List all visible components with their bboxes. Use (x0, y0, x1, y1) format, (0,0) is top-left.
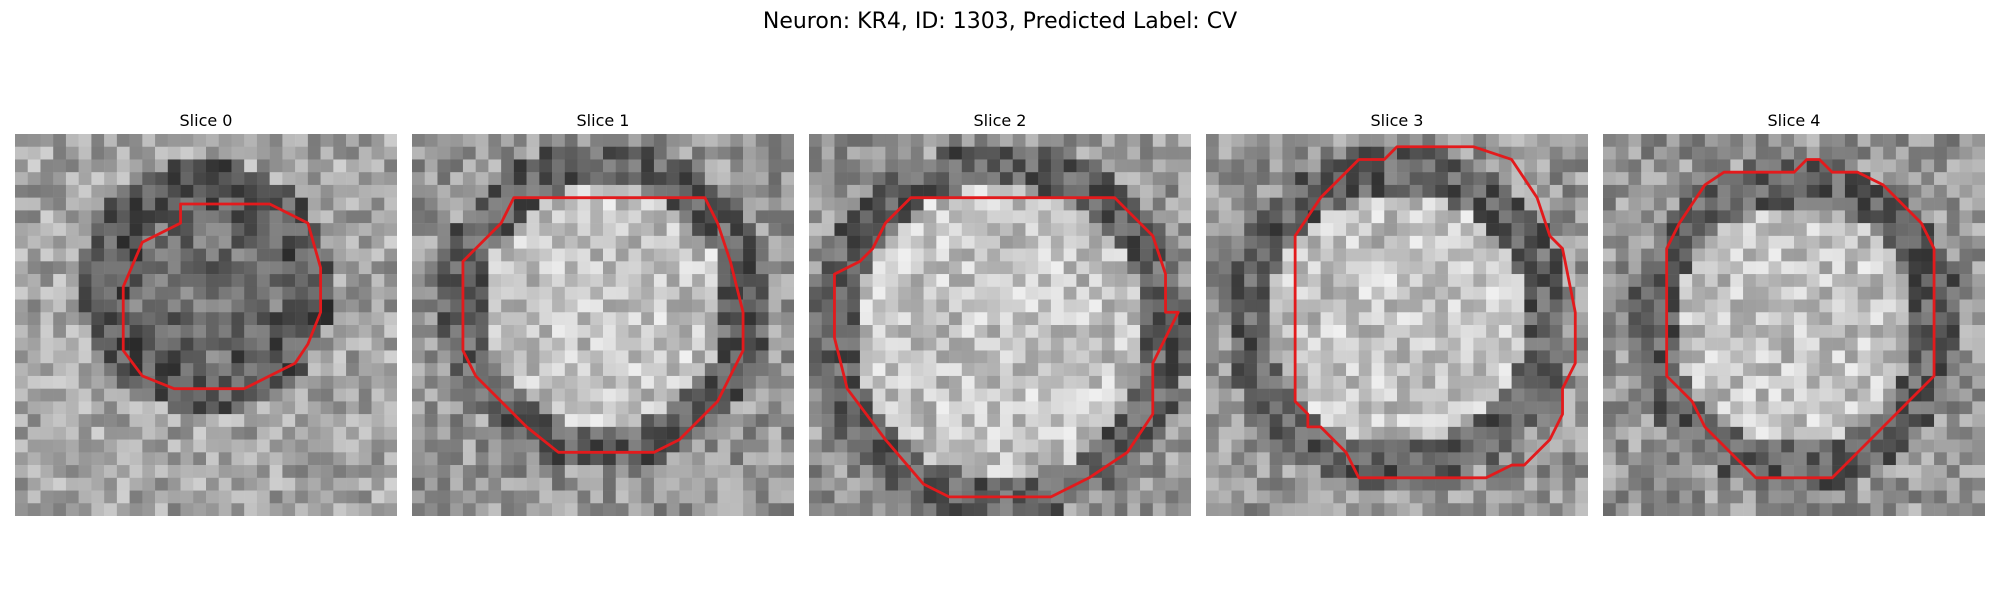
slice-panel-1: Slice 1 (412, 108, 794, 516)
slice-panel-3: Slice 3 (1206, 108, 1588, 516)
roi-outline (1293, 145, 1577, 480)
roi-outline (121, 202, 323, 391)
slice-panel-4: Slice 4 (1603, 108, 1985, 516)
slice-panel-0: Slice 0 (15, 108, 397, 516)
slice-image (15, 134, 397, 516)
slice-image (412, 134, 794, 516)
roi-outline (833, 196, 1180, 499)
slice-title: Slice 4 (1767, 111, 1821, 130)
slice-image (1603, 134, 1985, 516)
slice-title: Slice 1 (576, 111, 630, 130)
roi-outline (461, 196, 745, 454)
slice-title: Slice 0 (179, 111, 233, 130)
slice-panel-2: Slice 2 (809, 108, 1191, 516)
slice-image (1206, 134, 1588, 516)
slice-title: Slice 3 (1370, 111, 1424, 130)
slice-image (809, 134, 1191, 516)
roi-outline (1665, 158, 1936, 480)
slice-title: Slice 2 (973, 111, 1027, 130)
figure-title: Neuron: KR4, ID: 1303, Predicted Label: … (762, 9, 1238, 34)
